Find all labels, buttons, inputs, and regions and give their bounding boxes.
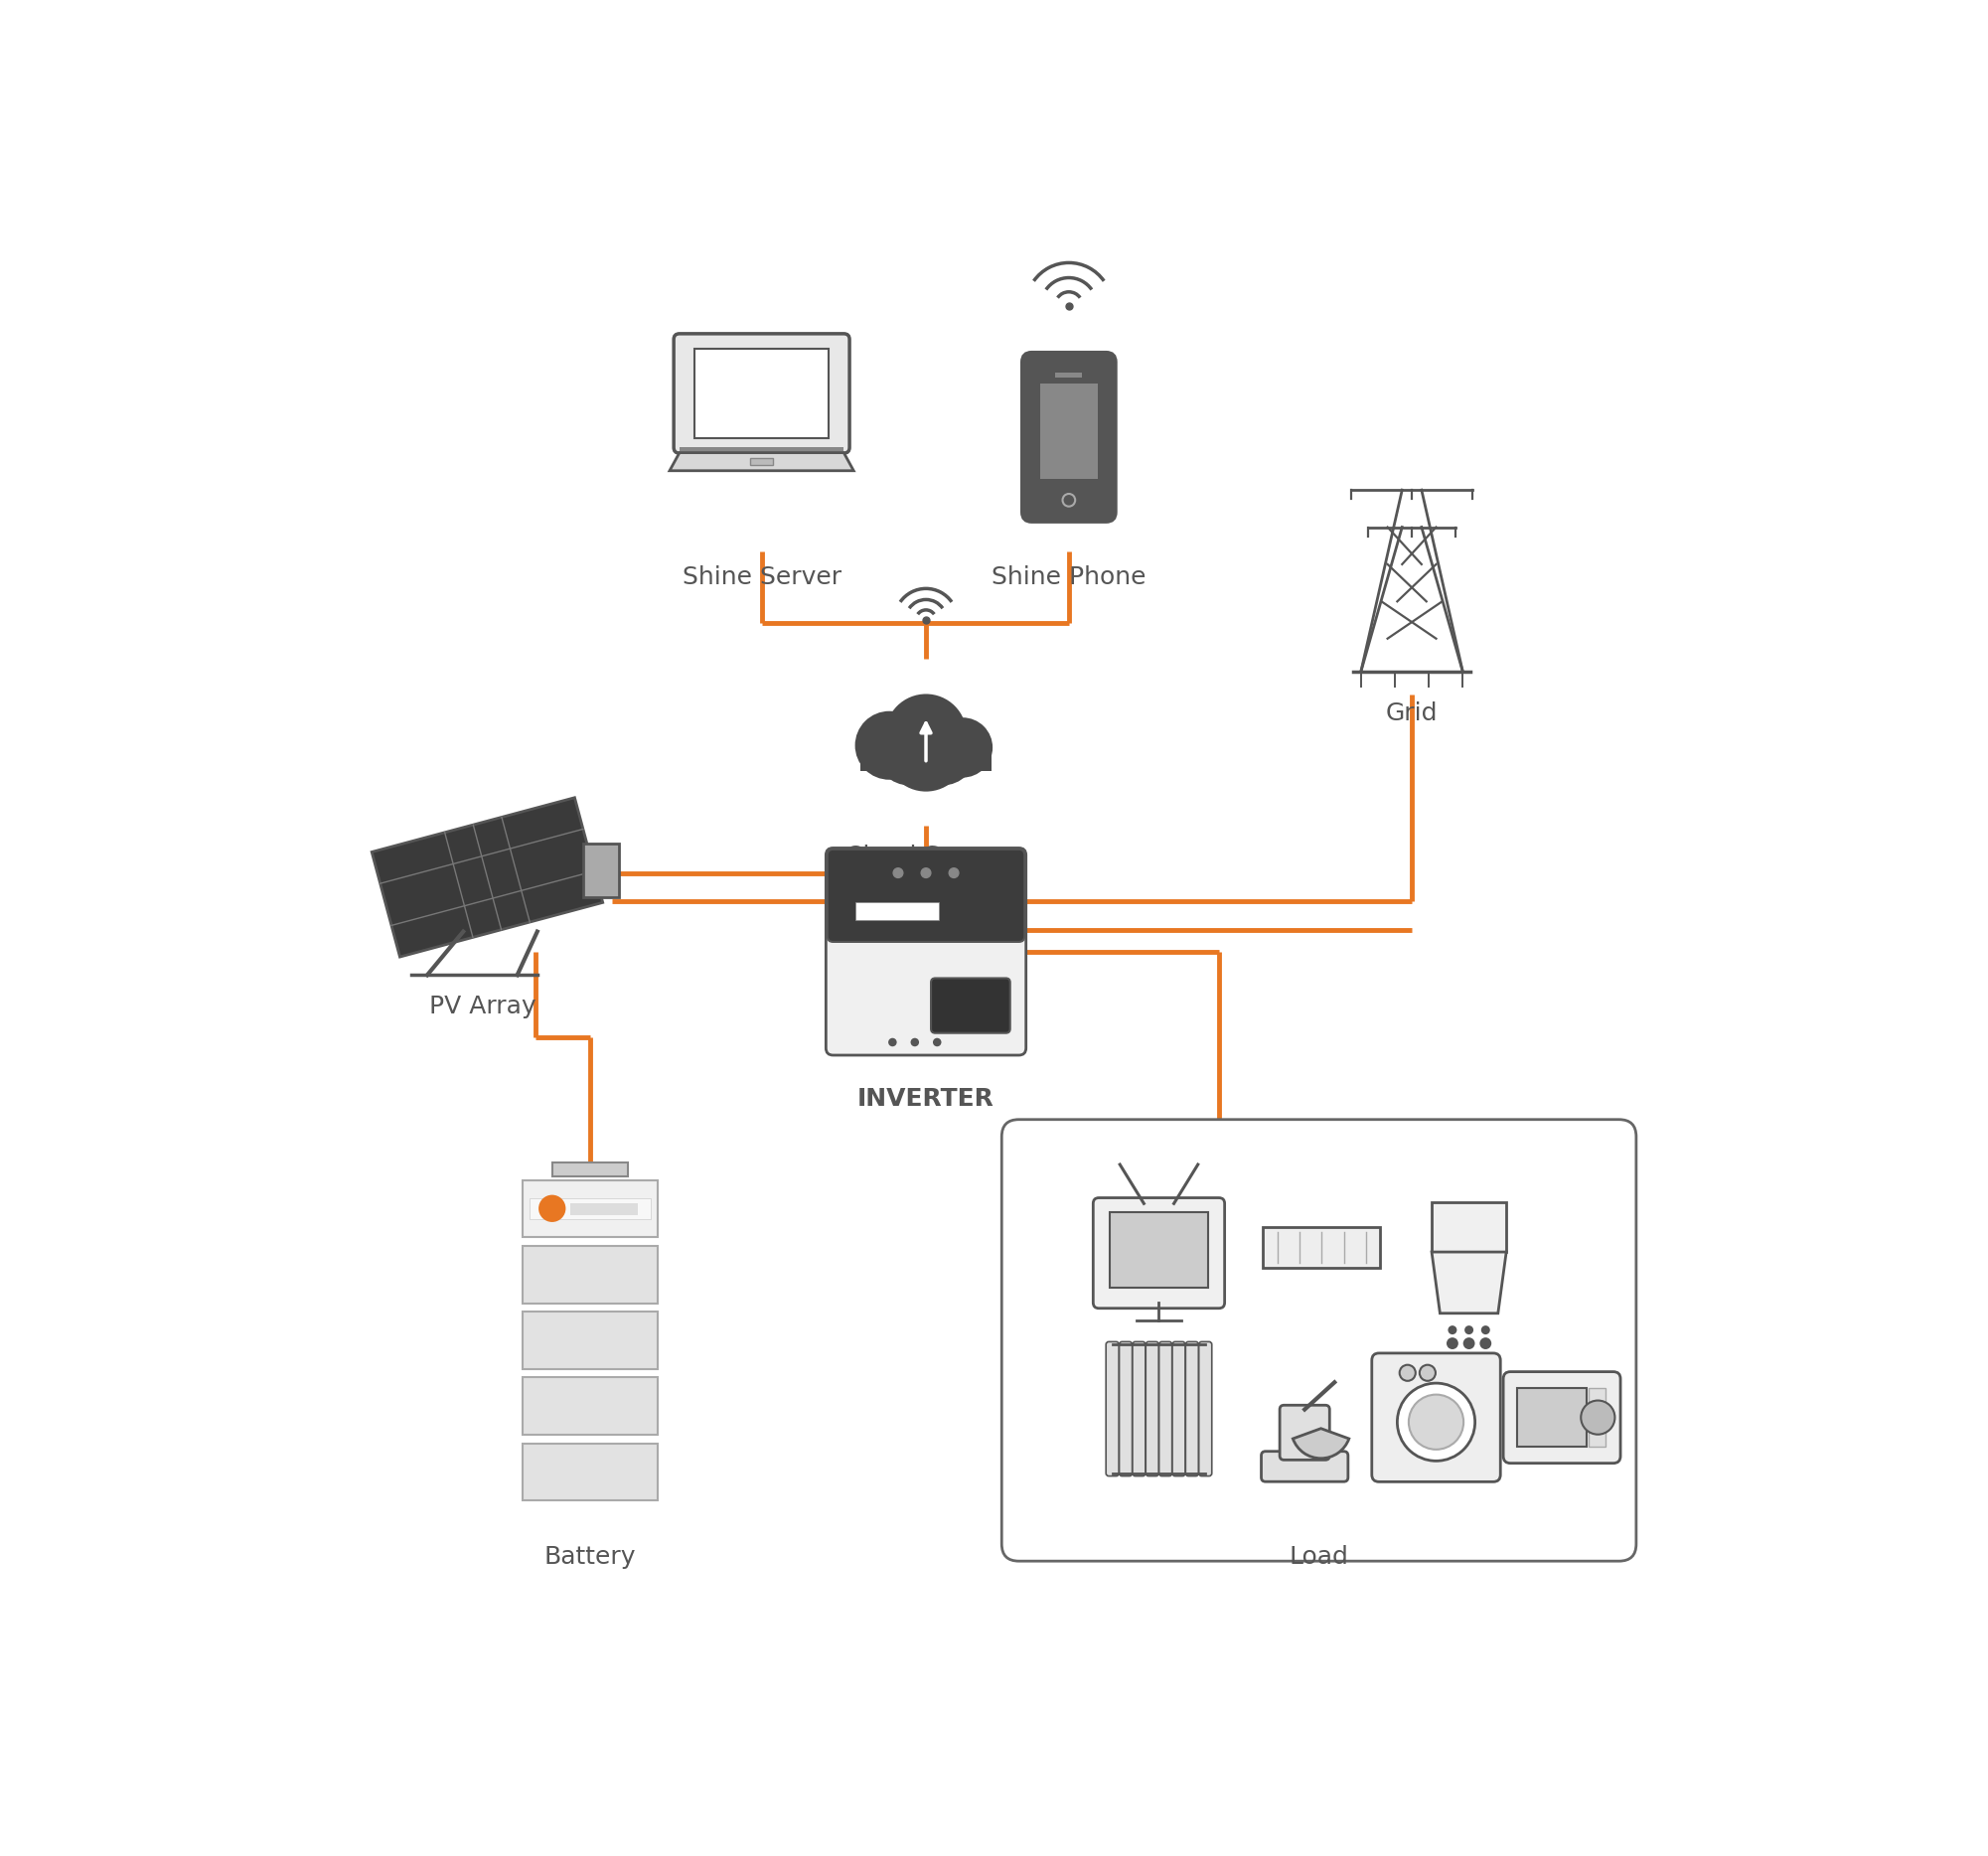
Circle shape <box>1398 1383 1475 1461</box>
Polygon shape <box>372 798 602 958</box>
FancyBboxPatch shape <box>930 978 1010 1034</box>
Text: Load: Load <box>1288 1544 1348 1568</box>
Circle shape <box>885 711 966 791</box>
Circle shape <box>909 716 976 785</box>
Circle shape <box>1481 1325 1491 1334</box>
Circle shape <box>932 718 992 778</box>
FancyBboxPatch shape <box>1119 1342 1133 1476</box>
FancyBboxPatch shape <box>827 850 1024 941</box>
Bar <box>861 748 992 765</box>
Polygon shape <box>670 453 853 471</box>
Bar <box>523 1444 658 1500</box>
Bar <box>571 1203 638 1216</box>
Bar <box>1588 1388 1604 1448</box>
Text: Cloud Server: Cloud Server <box>845 844 1006 869</box>
Circle shape <box>539 1195 567 1221</box>
Bar <box>523 1312 658 1370</box>
Bar <box>680 447 843 453</box>
Circle shape <box>932 1038 942 1047</box>
Circle shape <box>1400 1364 1415 1381</box>
FancyBboxPatch shape <box>1503 1372 1620 1463</box>
FancyBboxPatch shape <box>1022 353 1115 522</box>
Text: INVERTER: INVERTER <box>857 1088 994 1112</box>
FancyBboxPatch shape <box>1002 1119 1636 1561</box>
Text: Shine Server: Shine Server <box>682 566 841 590</box>
Circle shape <box>1409 1394 1463 1450</box>
Circle shape <box>885 694 966 776</box>
Circle shape <box>893 869 903 878</box>
FancyBboxPatch shape <box>1280 1405 1330 1461</box>
Circle shape <box>889 1038 897 1047</box>
Polygon shape <box>1431 1253 1507 1314</box>
Circle shape <box>1580 1401 1614 1435</box>
Bar <box>855 902 938 921</box>
FancyBboxPatch shape <box>1145 1342 1159 1476</box>
Circle shape <box>1465 1325 1473 1334</box>
Bar <box>523 1245 658 1303</box>
Circle shape <box>1419 1364 1435 1381</box>
Bar <box>529 1197 652 1219</box>
Circle shape <box>1447 1325 1457 1334</box>
FancyBboxPatch shape <box>1093 1197 1225 1308</box>
Circle shape <box>855 711 924 780</box>
Bar <box>749 458 773 464</box>
Circle shape <box>911 1038 918 1047</box>
Bar <box>1040 382 1097 479</box>
Bar <box>523 1180 658 1238</box>
Text: Battery: Battery <box>545 1544 636 1568</box>
Text: Grid: Grid <box>1386 702 1437 726</box>
Circle shape <box>1447 1338 1459 1349</box>
Bar <box>1517 1388 1586 1448</box>
Bar <box>1431 1203 1507 1253</box>
Bar <box>553 1164 628 1177</box>
Circle shape <box>948 869 958 878</box>
Wedge shape <box>1292 1429 1350 1459</box>
Bar <box>1262 1227 1380 1268</box>
Bar <box>861 742 992 770</box>
Bar <box>523 1377 658 1435</box>
FancyBboxPatch shape <box>1185 1342 1199 1476</box>
Bar <box>694 349 829 438</box>
FancyBboxPatch shape <box>1173 1342 1185 1476</box>
FancyBboxPatch shape <box>1372 1353 1501 1481</box>
Bar <box>1109 1212 1209 1288</box>
Bar <box>1056 373 1081 377</box>
Circle shape <box>1463 1338 1475 1349</box>
Text: PV Array: PV Array <box>429 995 537 1019</box>
FancyBboxPatch shape <box>1133 1342 1145 1476</box>
Circle shape <box>920 869 930 878</box>
FancyBboxPatch shape <box>1105 1342 1119 1476</box>
Circle shape <box>875 716 944 785</box>
FancyBboxPatch shape <box>1199 1342 1213 1476</box>
Text: Shine Phone: Shine Phone <box>992 566 1147 590</box>
Circle shape <box>1479 1338 1491 1349</box>
FancyBboxPatch shape <box>825 848 1026 1056</box>
Bar <box>582 843 620 898</box>
FancyBboxPatch shape <box>1260 1451 1348 1481</box>
FancyBboxPatch shape <box>674 334 849 453</box>
FancyBboxPatch shape <box>1159 1342 1173 1476</box>
